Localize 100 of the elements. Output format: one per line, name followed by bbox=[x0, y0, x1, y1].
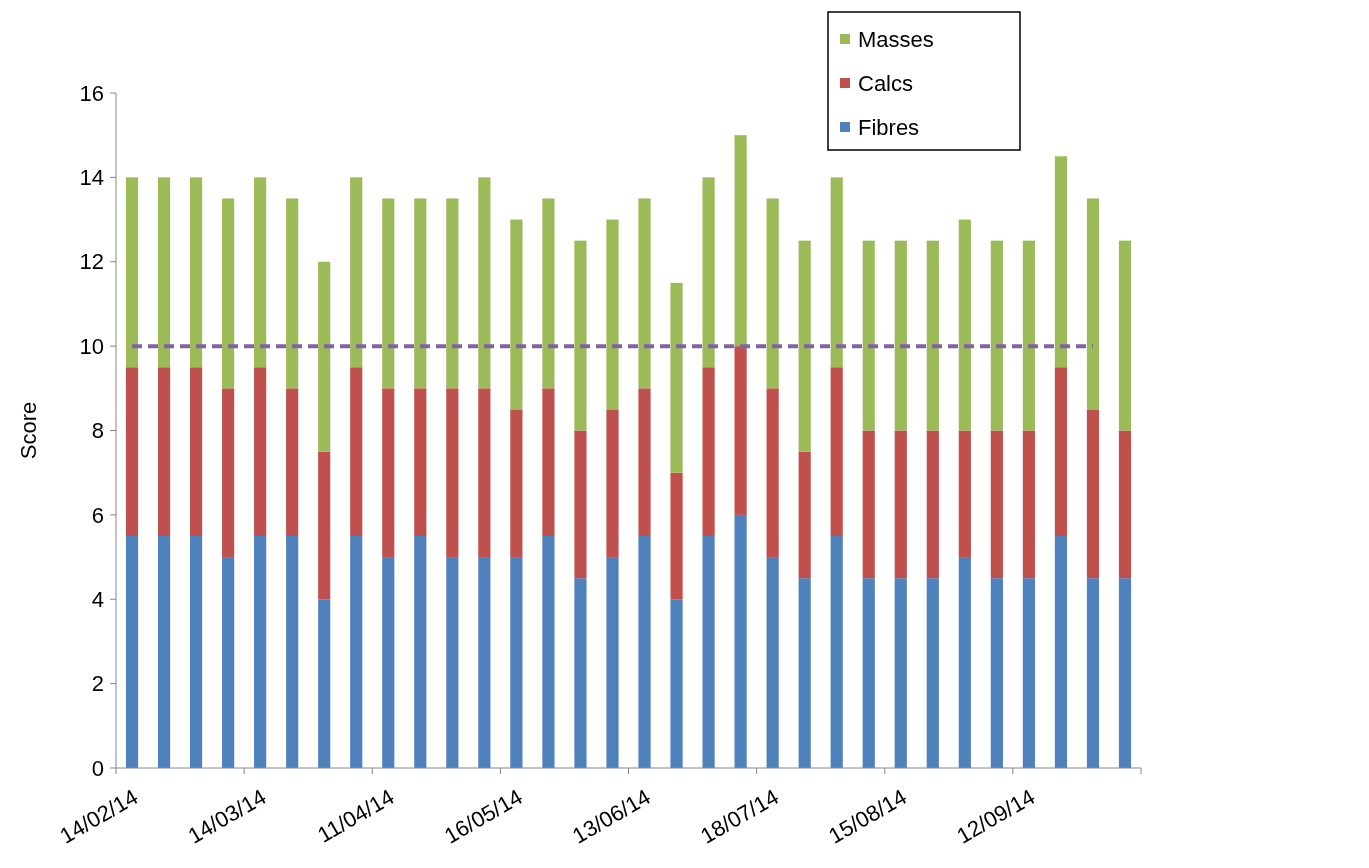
bar bbox=[862, 430, 875, 579]
legend-label: Masses bbox=[858, 26, 934, 52]
y-tick-label: 10 bbox=[79, 333, 104, 359]
bar bbox=[638, 198, 651, 389]
y-axis-title: Score bbox=[16, 401, 41, 460]
bar bbox=[1054, 535, 1068, 768]
bar bbox=[125, 367, 139, 536]
bar bbox=[222, 557, 235, 768]
bar bbox=[446, 557, 459, 768]
bar bbox=[382, 388, 395, 558]
bar bbox=[862, 240, 875, 431]
bar bbox=[734, 514, 747, 768]
bar bbox=[894, 578, 907, 768]
bar bbox=[958, 219, 971, 431]
bar bbox=[542, 388, 555, 536]
bar bbox=[1086, 198, 1100, 410]
y-tick-label: 4 bbox=[91, 586, 104, 612]
bar bbox=[894, 240, 907, 431]
y-tick-label: 6 bbox=[91, 502, 104, 528]
bar bbox=[478, 557, 491, 768]
bar bbox=[798, 240, 811, 452]
y-tick-label: 8 bbox=[91, 418, 104, 444]
y-tick-label: 16 bbox=[79, 80, 104, 106]
bar bbox=[830, 367, 843, 536]
bar bbox=[189, 177, 203, 368]
bar bbox=[125, 535, 139, 768]
bar bbox=[606, 557, 619, 768]
bar bbox=[222, 388, 235, 558]
bar bbox=[1086, 409, 1100, 579]
bar bbox=[350, 177, 363, 368]
bar bbox=[286, 535, 299, 768]
bar bbox=[382, 557, 395, 768]
bar bbox=[318, 451, 331, 600]
bar bbox=[670, 599, 683, 768]
bar bbox=[798, 578, 811, 768]
bar bbox=[830, 177, 843, 368]
bar bbox=[318, 599, 331, 768]
legend-label: Fibres bbox=[858, 114, 920, 140]
bar bbox=[189, 367, 203, 536]
bar bbox=[766, 198, 779, 389]
bar bbox=[157, 177, 171, 368]
bar bbox=[478, 177, 491, 389]
bar bbox=[510, 409, 523, 558]
bar bbox=[157, 535, 171, 768]
bar bbox=[926, 430, 939, 579]
bar bbox=[574, 430, 587, 579]
bar bbox=[318, 261, 331, 452]
y-tick-label: 0 bbox=[91, 755, 104, 781]
bar bbox=[1118, 240, 1132, 431]
legend-label: Calcs bbox=[858, 70, 914, 96]
bar bbox=[1022, 578, 1035, 768]
bar bbox=[638, 388, 651, 536]
bar bbox=[254, 177, 267, 368]
bar bbox=[1054, 156, 1068, 368]
bar bbox=[574, 240, 587, 431]
bar bbox=[478, 388, 491, 558]
bar bbox=[1118, 578, 1132, 768]
bar bbox=[734, 346, 747, 515]
bar bbox=[766, 388, 779, 558]
bar bbox=[542, 198, 555, 389]
bar bbox=[926, 578, 939, 768]
bar bbox=[862, 578, 875, 768]
bar bbox=[574, 578, 587, 768]
bar bbox=[894, 430, 907, 579]
bar bbox=[990, 578, 1003, 768]
bar bbox=[1022, 240, 1035, 431]
bar bbox=[670, 282, 683, 473]
bar bbox=[702, 367, 715, 536]
bar bbox=[766, 557, 779, 768]
bar bbox=[125, 177, 139, 368]
bar bbox=[286, 198, 299, 389]
bar bbox=[990, 430, 1003, 579]
bar bbox=[414, 388, 427, 536]
bar bbox=[1022, 430, 1035, 579]
bar bbox=[606, 409, 619, 558]
bar bbox=[510, 557, 523, 768]
bar bbox=[1118, 430, 1132, 579]
bar bbox=[958, 557, 971, 768]
bar bbox=[990, 240, 1003, 431]
bar bbox=[254, 535, 267, 768]
bar bbox=[702, 535, 715, 768]
bar bbox=[734, 135, 747, 347]
bar bbox=[1086, 578, 1100, 768]
y-tick-label: 14 bbox=[79, 165, 104, 191]
bar bbox=[286, 388, 299, 536]
bar bbox=[350, 367, 363, 536]
bar bbox=[670, 472, 683, 600]
bar bbox=[382, 198, 395, 389]
bar bbox=[606, 219, 619, 410]
bar bbox=[414, 198, 427, 389]
bar bbox=[446, 198, 459, 389]
bar bbox=[157, 367, 171, 536]
y-tick-label: 12 bbox=[79, 249, 104, 275]
bar bbox=[830, 535, 843, 768]
bar bbox=[189, 535, 203, 768]
bar bbox=[510, 219, 523, 410]
y-tick-label: 2 bbox=[91, 671, 104, 697]
bar bbox=[702, 177, 715, 368]
bar bbox=[638, 535, 651, 768]
bar bbox=[1054, 367, 1068, 536]
